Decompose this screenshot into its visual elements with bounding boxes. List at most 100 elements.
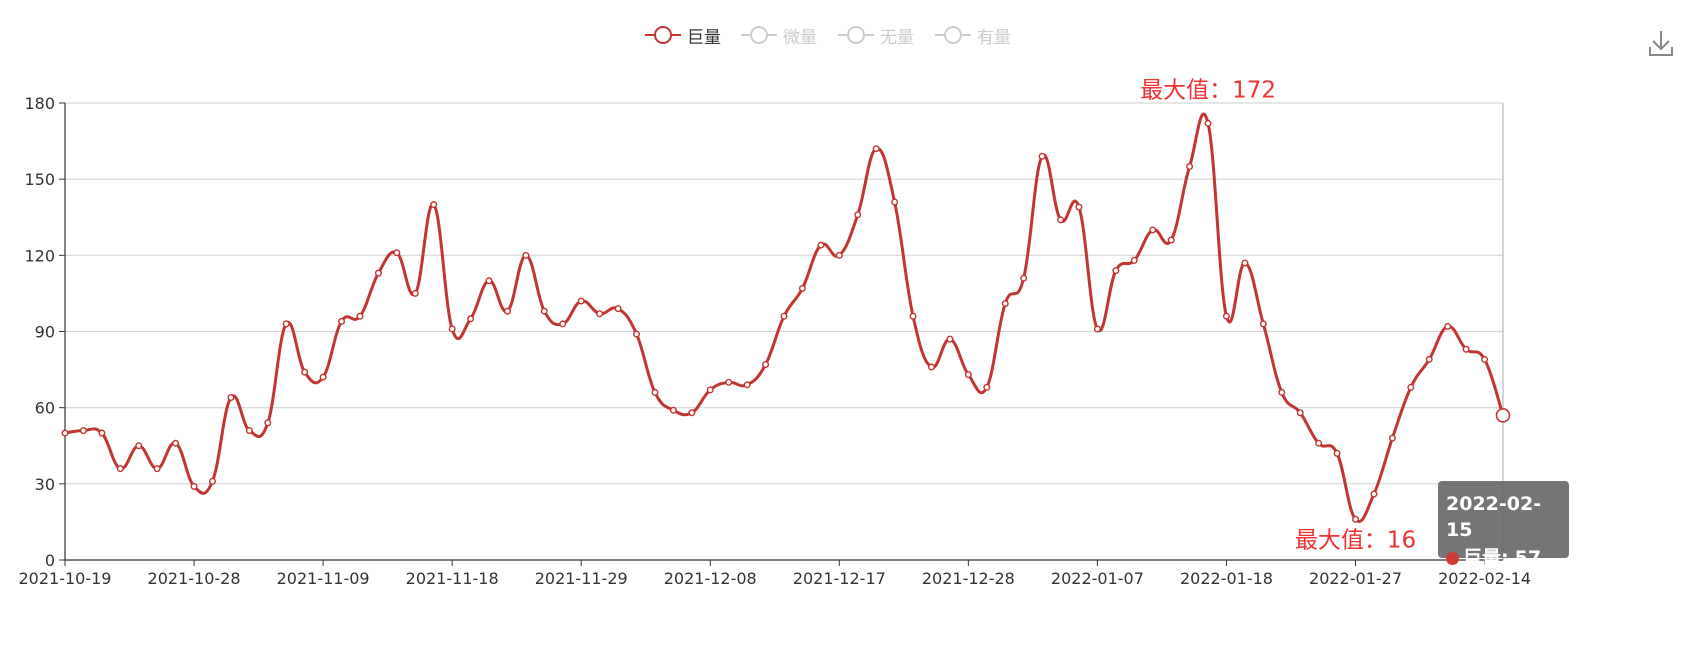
data-point (153, 465, 161, 473)
data-point (319, 373, 327, 381)
data-point (669, 406, 677, 414)
grid-lines (65, 102, 1503, 485)
y-tick-label: 180 (24, 94, 55, 113)
x-tick-label: 2022-02-14 (1438, 569, 1531, 588)
y-tick-label: 120 (24, 246, 55, 265)
x-tick-label: 2021-12-28 (922, 569, 1015, 588)
data-point (1075, 203, 1083, 211)
data-point (208, 477, 216, 485)
data-point (1222, 312, 1230, 320)
data-point (301, 368, 309, 376)
data-point (430, 201, 438, 209)
x-tick-label: 2021-10-28 (148, 569, 241, 588)
data-point (725, 378, 733, 386)
legend-label: 微量 (783, 27, 817, 48)
data-point (374, 269, 382, 277)
tooltip-row: 巨量: 57 (1446, 543, 1561, 573)
data-point (872, 145, 880, 153)
data-point (1315, 439, 1323, 447)
data-point (98, 429, 106, 437)
data-point (135, 442, 143, 450)
data-point (1093, 325, 1101, 333)
data-point (172, 439, 180, 447)
data-point (835, 251, 843, 259)
data-point (780, 312, 788, 320)
data-point (651, 388, 659, 396)
data-point (356, 312, 364, 320)
data-point (1370, 490, 1378, 498)
legend-item-1[interactable]: 微量 (741, 22, 817, 48)
data-point (1425, 355, 1433, 363)
data-point (540, 307, 548, 315)
x-tick-label: 2021-12-17 (793, 569, 886, 588)
legend-label: 有量 (977, 27, 1011, 48)
data-point (264, 419, 272, 427)
legend-item-2[interactable]: 无量 (838, 22, 914, 48)
data-point (633, 330, 641, 338)
x-tick-label: 2021-12-08 (664, 569, 757, 588)
data-point (1333, 449, 1341, 457)
data-point (964, 371, 972, 379)
data-point (1296, 409, 1304, 417)
tooltip-date: 2022-02-15 (1446, 493, 1542, 541)
data-point (817, 241, 825, 249)
data-point (227, 394, 235, 402)
data-point (61, 429, 69, 437)
tooltip: 2022-02-15 巨量: 57 (1438, 481, 1569, 569)
data-point (1462, 345, 1470, 353)
data-point (116, 465, 124, 473)
data-point (596, 310, 604, 318)
y-tick-label: 150 (24, 170, 55, 189)
mark-points: 最大值：172 最大值：16 (1140, 77, 1416, 553)
legend-marker-icon (741, 26, 777, 44)
legend-marker-icon (645, 26, 681, 44)
data-point (1352, 515, 1360, 523)
download-icon[interactable] (1648, 28, 1674, 58)
data-point (1204, 119, 1212, 127)
x-tick-label: 2022-01-27 (1309, 569, 1402, 588)
x-tick-label: 2021-11-18 (406, 569, 499, 588)
data-point (1001, 300, 1009, 308)
y-tick-label: 60 (35, 399, 55, 418)
data-point (1407, 383, 1415, 391)
data-point (411, 289, 419, 297)
data-point (762, 361, 770, 369)
tooltip-series-name: 巨量 (1463, 547, 1502, 569)
data-point (1186, 162, 1194, 170)
data-point (743, 381, 751, 389)
data-point (1241, 259, 1249, 267)
legend-label: 巨量 (687, 27, 721, 48)
x-tick-label: 2022-01-18 (1180, 569, 1273, 588)
data-point (1259, 320, 1267, 328)
y-tick-label: 90 (35, 323, 55, 342)
data-point (983, 383, 991, 391)
data-point (854, 211, 862, 219)
data-point (1444, 322, 1452, 330)
data-point (614, 305, 622, 313)
legend-item-3[interactable]: 有量 (935, 22, 1011, 48)
x-tick-label: 2021-11-29 (535, 569, 628, 588)
y-tick-label: 30 (35, 475, 55, 494)
data-point (522, 251, 530, 259)
x-tick-label: 2021-10-19 (19, 569, 112, 588)
data-point (393, 249, 401, 257)
data-point (1038, 152, 1046, 160)
data-point (503, 307, 511, 315)
data-point (1020, 274, 1028, 282)
legend-item-0[interactable]: 巨量 (645, 22, 721, 48)
x-tick-label: 2022-01-07 (1051, 569, 1144, 588)
legend: 巨量 微量 无量 有量 (0, 22, 1686, 52)
x-tick-label: 2021-11-09 (277, 569, 370, 588)
data-point (1278, 388, 1286, 396)
data-point (485, 277, 493, 285)
data-point (1057, 216, 1065, 224)
data-point (282, 320, 290, 328)
legend-marker-icon (935, 26, 971, 44)
data-point (190, 482, 198, 490)
tooltip-colon: : (1501, 547, 1509, 569)
data-point (909, 312, 917, 320)
data-point (688, 409, 696, 417)
data-point (467, 315, 475, 323)
y-axis-ticks: 0 30 60 90 120 150 180 (24, 94, 65, 570)
